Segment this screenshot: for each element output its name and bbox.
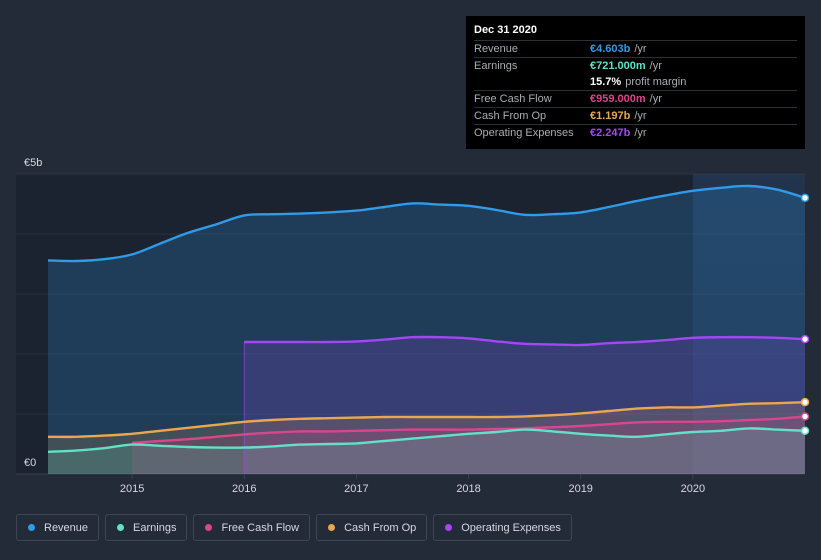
tooltip-row-revenue: Revenue €4.603b /yr: [474, 40, 797, 57]
operating-expenses-line: [244, 335, 806, 347]
tooltip-value: €959.000m: [590, 93, 646, 105]
revenue-dot-icon: [28, 524, 35, 531]
earnings-end-marker: [800, 426, 810, 435]
tooltip-unit: /yr: [634, 43, 647, 55]
cash-from-op-end-marker: [800, 397, 810, 407]
tooltip-value: €4.603b: [590, 43, 631, 55]
tooltip-row-operating-expenses: Operating Expenses €2.247b /yr: [474, 124, 797, 141]
free-cash-flow-area: [132, 416, 806, 474]
legend-item-cash-from-op[interactable]: Cash From Op: [316, 514, 428, 541]
legend-label: Cash From Op: [344, 521, 417, 534]
tooltip-row-profit-margin: 15.7% profit margin: [474, 74, 797, 90]
cash-from-op-line: [47, 400, 806, 439]
tooltip-unit: /yr: [649, 93, 662, 105]
tooltip-row-earnings: Earnings €721.000m /yr: [474, 57, 797, 74]
x-tick-label: 2017: [344, 483, 368, 495]
tooltip-row-free-cash-flow: Free Cash Flow €959.000m /yr: [474, 90, 797, 107]
tooltip-value: €721.000m: [590, 60, 646, 72]
cash-from-op-dot-icon: [328, 524, 336, 531]
tooltip-unit: /yr: [649, 60, 662, 72]
legend-item-free-cash-flow[interactable]: Free Cash Flow: [193, 514, 311, 541]
tooltip-label: Free Cash Flow: [474, 93, 552, 105]
free-cash-flow-end-marker: [800, 412, 810, 421]
operating-expenses-dot-icon: [445, 524, 453, 531]
operating-expenses-end-marker: [800, 334, 810, 344]
series-lines: [47, 184, 806, 474]
x-tick-label: 2020: [681, 483, 705, 495]
legend-label: Free Cash Flow: [221, 521, 300, 534]
y-tick-label-top: €5b: [24, 157, 42, 169]
legend-label: Earnings: [133, 521, 177, 534]
free-cash-flow-dot-icon: [205, 524, 213, 531]
tooltip-label: Earnings: [474, 60, 518, 72]
x-tick-label: 2016: [232, 483, 256, 495]
tooltip-row-cash-from-op: Cash From Op €1.197b /yr: [474, 107, 797, 124]
x-axis: 2015 2016 2017 2018 2019 2020: [120, 474, 705, 495]
legend-label: Operating Expenses: [461, 521, 561, 534]
legend-item-operating-expenses[interactable]: Operating Expenses: [433, 514, 572, 541]
tooltip-value: €1.197b: [590, 110, 631, 122]
gridlines: [16, 173, 805, 475]
tooltip-panel: Dec 31 2020 Revenue €4.603b /yr Earnings…: [466, 16, 805, 149]
earnings-line: [47, 427, 806, 453]
legend-item-revenue[interactable]: Revenue: [16, 514, 100, 541]
x-tick-label: 2019: [568, 483, 592, 495]
tooltip-date: Dec 31 2020: [474, 24, 537, 36]
free-cash-flow-line: [132, 415, 806, 444]
y-tick-label-zero: €0: [24, 457, 36, 469]
tooltip-unit: /yr: [634, 110, 647, 122]
tooltip-label: Revenue: [474, 43, 519, 55]
legend-label: Revenue: [44, 521, 89, 534]
tooltip-value: 15.7%: [590, 76, 622, 88]
legend-item-earnings[interactable]: Earnings: [105, 514, 188, 541]
future-highlight-region: [692, 174, 805, 474]
revenue-area: [48, 185, 805, 474]
earnings-area: [48, 428, 805, 474]
revenue-end-marker: [800, 193, 810, 203]
legend: Revenue Earnings Free Cash Flow Cash Fro…: [16, 514, 578, 541]
plot-background: [16, 174, 805, 474]
tooltip-value: €2.247b: [590, 127, 631, 139]
revenue-line: [47, 184, 806, 263]
operating-expenses-area: [244, 336, 805, 474]
tooltip-unit: profit margin: [625, 76, 687, 88]
series-end-markers: [800, 193, 810, 435]
series-areas: [48, 185, 806, 474]
y-axis: €5b €0: [24, 157, 42, 469]
tooltip-unit: /yr: [634, 127, 647, 139]
tooltip-label: Operating Expenses: [474, 127, 574, 139]
tooltip-label: Cash From Op: [474, 110, 547, 122]
earnings-dot-icon: [117, 524, 125, 531]
x-tick-label: 2015: [120, 483, 144, 495]
x-tick-label: 2018: [456, 483, 480, 495]
